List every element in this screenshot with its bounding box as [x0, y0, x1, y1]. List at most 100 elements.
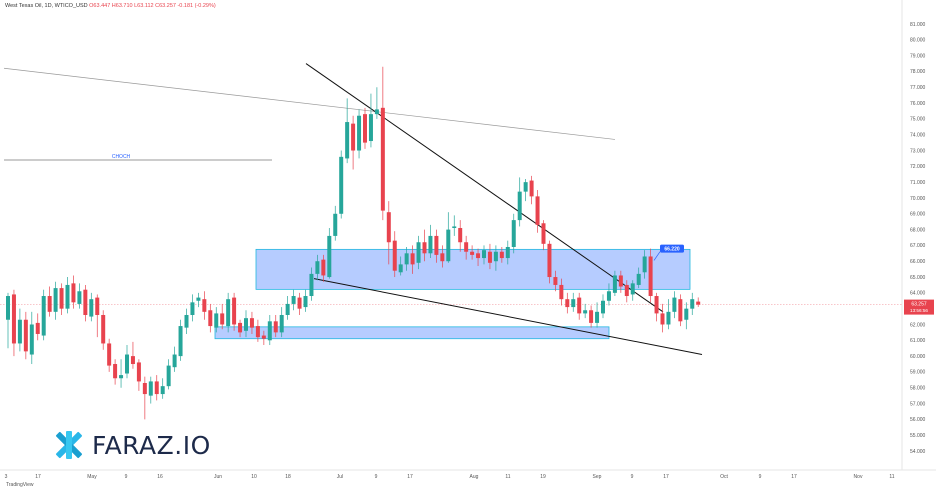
candle-body[interactable]: [29, 324, 34, 355]
candle-body[interactable]: [577, 297, 582, 314]
candle-body[interactable]: [392, 240, 397, 271]
candle-body[interactable]: [630, 283, 635, 295]
candle-body[interactable]: [107, 343, 112, 366]
candle-body[interactable]: [59, 288, 64, 309]
candle-body[interactable]: [357, 115, 362, 151]
candle-body[interactable]: [196, 297, 201, 301]
candle-body[interactable]: [511, 220, 516, 247]
candle-body[interactable]: [499, 251, 504, 259]
candle-body[interactable]: [517, 191, 522, 221]
candle-body[interactable]: [648, 256, 653, 297]
candle-body[interactable]: [303, 296, 308, 308]
candle-body[interactable]: [261, 335, 266, 339]
candle-body[interactable]: [154, 381, 159, 395]
candle-body[interactable]: [487, 251, 492, 263]
candle-body[interactable]: [416, 242, 421, 263]
candle-body[interactable]: [166, 365, 171, 387]
candle-body[interactable]: [410, 253, 415, 265]
candle-body[interactable]: [267, 321, 272, 341]
candle-body[interactable]: [232, 297, 237, 325]
candle-body[interactable]: [404, 253, 409, 265]
candle-body[interactable]: [95, 297, 100, 315]
demand-zone-box[interactable]: [214, 326, 610, 340]
candle-body[interactable]: [547, 243, 552, 278]
candle-body[interactable]: [244, 318, 248, 331]
candle-body[interactable]: [208, 310, 213, 327]
candle-body[interactable]: [226, 299, 231, 327]
candle-body[interactable]: [529, 180, 534, 197]
candle-body[interactable]: [17, 319, 22, 344]
candle-body[interactable]: [553, 277, 558, 285]
candle-body[interactable]: [440, 253, 445, 262]
candle-body[interactable]: [541, 223, 546, 244]
candle-body[interactable]: [11, 294, 16, 344]
candle-body[interactable]: [660, 313, 665, 325]
candle-body[interactable]: [142, 382, 147, 395]
candle-body[interactable]: [119, 375, 124, 379]
candle-body[interactable]: [374, 109, 379, 115]
candle-body[interactable]: [678, 299, 683, 322]
candle-body[interactable]: [666, 311, 671, 325]
candle-body[interactable]: [172, 354, 177, 368]
candle-body[interactable]: [434, 235, 439, 255]
candle-body[interactable]: [136, 362, 141, 382]
candle-body[interactable]: [130, 356, 135, 365]
candle-body[interactable]: [345, 122, 350, 159]
candle-body[interactable]: [583, 310, 588, 314]
candle-body[interactable]: [321, 259, 326, 276]
candle-body[interactable]: [89, 299, 94, 317]
candle-body[interactable]: [160, 386, 165, 395]
supply-zone-box[interactable]: [255, 248, 691, 290]
candle-body[interactable]: [642, 256, 647, 273]
candle-body[interactable]: [53, 288, 58, 312]
candle-body[interactable]: [279, 314, 284, 333]
candle-body[interactable]: [101, 314, 106, 344]
candle-body[interactable]: [238, 322, 243, 333]
candle-body[interactable]: [291, 296, 296, 304]
candle-body[interactable]: [368, 114, 373, 142]
candle-body[interactable]: [125, 354, 129, 374]
candle-body[interactable]: [113, 364, 118, 379]
candle-body[interactable]: [339, 156, 344, 214]
candle-body[interactable]: [654, 296, 659, 314]
candle-body[interactable]: [41, 296, 46, 336]
candle-body[interactable]: [595, 311, 600, 323]
candle-body[interactable]: [476, 253, 481, 259]
candle-body[interactable]: [6, 296, 10, 320]
long-trendline[interactable]: [3, 67, 616, 140]
candle-body[interactable]: [624, 284, 629, 297]
candle-body[interactable]: [398, 264, 403, 273]
candle-body[interactable]: [446, 229, 451, 262]
candle-body[interactable]: [148, 381, 153, 396]
candle-body[interactable]: [202, 299, 207, 312]
lower-wedge-line[interactable]: [313, 278, 703, 356]
candle-body[interactable]: [297, 297, 302, 309]
candle-body[interactable]: [47, 296, 52, 312]
candle-body[interactable]: [559, 284, 564, 300]
candle-body[interactable]: [612, 275, 617, 293]
candle-body[interactable]: [220, 313, 225, 325]
candle-body[interactable]: [428, 235, 433, 254]
candle-body[interactable]: [327, 235, 332, 278]
candle-body[interactable]: [285, 303, 290, 315]
candle-body[interactable]: [672, 297, 677, 312]
candle-body[interactable]: [571, 299, 576, 308]
candle-body[interactable]: [214, 313, 219, 328]
candle-body[interactable]: [351, 123, 356, 151]
candle-body[interactable]: [696, 301, 701, 305]
candle-body[interactable]: [606, 291, 611, 301]
candle-body[interactable]: [535, 196, 540, 225]
candle-body[interactable]: [184, 314, 189, 328]
candle-body[interactable]: [255, 326, 260, 338]
candle-body[interactable]: [65, 284, 70, 309]
candle-body[interactable]: [273, 321, 278, 333]
candle-body[interactable]: [363, 114, 367, 143]
candle-body[interactable]: [565, 299, 570, 308]
candle-body[interactable]: [83, 289, 88, 315]
candle-body[interactable]: [249, 318, 254, 328]
candle-body[interactable]: [684, 308, 689, 320]
candle-body[interactable]: [464, 242, 469, 252]
candle-body[interactable]: [380, 107, 385, 211]
